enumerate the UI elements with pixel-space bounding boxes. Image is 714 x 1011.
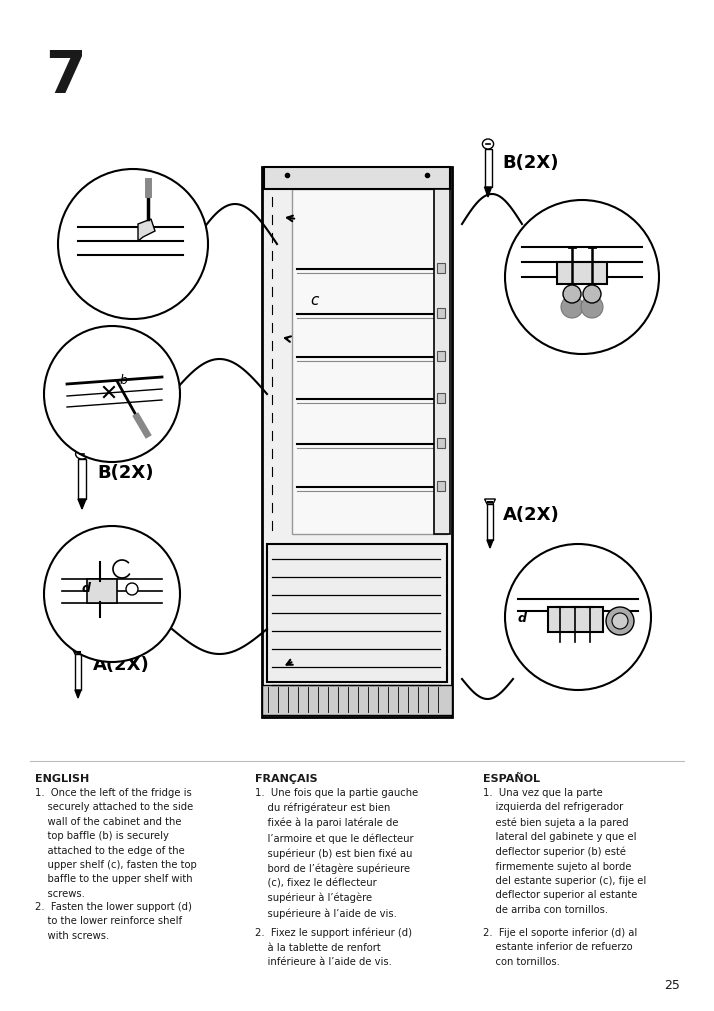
Bar	[87, 579, 117, 604]
Bar	[75, 654, 81, 691]
Text: 1.  Una vez que la parte
    izquierda del refrigerador
    esté bien sujeta a l: 1. Una vez que la parte izquierda del re…	[483, 788, 646, 914]
Text: 7: 7	[45, 48, 86, 105]
Ellipse shape	[483, 140, 493, 150]
Bar	[437, 308, 445, 318]
Bar	[485, 150, 491, 188]
Bar	[437, 352, 445, 362]
Bar	[437, 439, 445, 449]
Polygon shape	[73, 649, 84, 654]
Text: B(2X): B(2X)	[97, 463, 154, 481]
Bar	[437, 393, 445, 403]
Polygon shape	[138, 219, 155, 242]
Bar	[434, 190, 450, 535]
Bar	[437, 481, 445, 491]
Bar	[262, 685, 452, 716]
Bar	[487, 504, 493, 541]
Text: ESPAÑOL: ESPAÑOL	[483, 773, 540, 784]
Text: c: c	[310, 292, 318, 307]
Text: 1.  Once the left of the fridge is
    securely attached to the side
    wall of: 1. Once the left of the fridge is secure…	[35, 788, 197, 898]
Circle shape	[612, 614, 628, 630]
Text: A(2X): A(2X)	[503, 506, 560, 524]
Text: FRANÇAIS: FRANÇAIS	[255, 773, 318, 784]
Circle shape	[505, 201, 659, 355]
Circle shape	[58, 170, 208, 319]
Polygon shape	[75, 691, 81, 699]
Bar	[78, 460, 86, 499]
Ellipse shape	[76, 450, 89, 460]
Polygon shape	[487, 541, 493, 548]
Bar	[262, 168, 452, 717]
Circle shape	[44, 527, 180, 662]
Polygon shape	[485, 188, 491, 198]
Bar	[437, 264, 445, 274]
Bar	[548, 608, 603, 632]
Bar	[557, 263, 607, 285]
Text: 2.  Fixez le support inférieur (d)
    à la tablette de renfort
    inférieure à: 2. Fixez le support inférieur (d) à la t…	[255, 927, 412, 967]
Circle shape	[583, 286, 601, 303]
Bar	[267, 545, 447, 682]
Circle shape	[505, 545, 651, 691]
Circle shape	[44, 327, 180, 463]
Text: ENGLISH: ENGLISH	[35, 773, 89, 784]
Text: A(2X): A(2X)	[93, 655, 150, 673]
Text: 25: 25	[664, 978, 680, 991]
Text: d: d	[518, 612, 527, 625]
Polygon shape	[485, 499, 496, 504]
Circle shape	[561, 296, 583, 318]
Bar	[292, 190, 447, 535]
Circle shape	[581, 296, 603, 318]
Text: d: d	[82, 581, 91, 594]
Text: 2.  Fije el soporte inferior (d) al
    estante inferior de refuerzo
    con tor: 2. Fije el soporte inferior (d) al estan…	[483, 927, 638, 966]
Bar	[264, 168, 450, 190]
Circle shape	[126, 583, 138, 595]
Circle shape	[606, 608, 634, 635]
Circle shape	[563, 286, 581, 303]
Text: B(2X): B(2X)	[502, 154, 558, 172]
Text: 2.  Fasten the lower support (d)
    to the lower reinforce shelf
    with screw: 2. Fasten the lower support (d) to the l…	[35, 901, 192, 940]
Polygon shape	[78, 499, 86, 510]
Text: b: b	[120, 374, 128, 386]
Text: 1.  Une fois que la partie gauche
    du réfrigérateur est bien
    fixée à la p: 1. Une fois que la partie gauche du réfr…	[255, 788, 418, 918]
